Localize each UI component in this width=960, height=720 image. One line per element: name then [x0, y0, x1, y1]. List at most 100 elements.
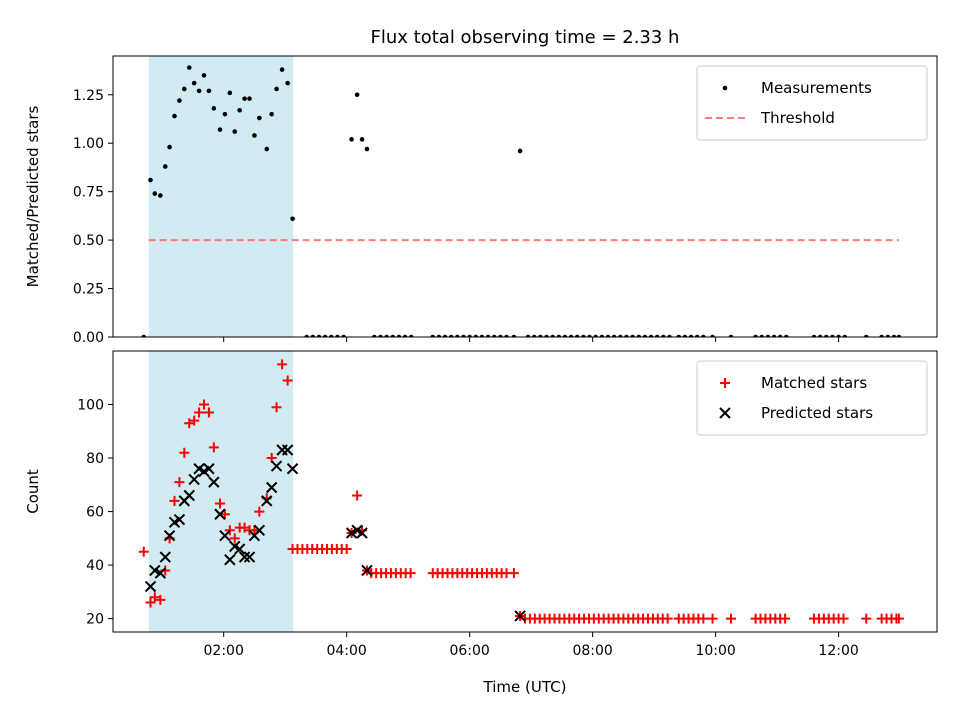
- data-point: [891, 334, 897, 337]
- y-tick-label: 0.00: [73, 330, 104, 346]
- data-point: [842, 334, 848, 337]
- data-point: [384, 334, 389, 337]
- data-point: [356, 527, 368, 539]
- data-point: [517, 148, 523, 154]
- legend-label: Threshold: [760, 109, 835, 127]
- data-point: [179, 447, 190, 458]
- data-point: [335, 334, 340, 337]
- data-point: [261, 495, 273, 507]
- legend-box: [696, 65, 928, 141]
- data-point: [238, 551, 251, 563]
- data-point: [836, 334, 841, 337]
- data-point: [282, 375, 293, 386]
- data-point: [784, 334, 789, 337]
- data-point: [728, 334, 734, 337]
- data-point: [587, 334, 592, 337]
- legend-label: Measurements: [761, 79, 872, 97]
- data-point: [408, 334, 414, 337]
- data-point: [817, 334, 823, 337]
- data-point: [224, 554, 236, 566]
- x-tick-label: 02:00: [204, 643, 244, 659]
- data-point: [279, 67, 285, 72]
- data-point: [322, 334, 328, 337]
- y-tick-label: 80: [86, 451, 104, 467]
- data-point: [149, 592, 160, 603]
- data-point: [661, 334, 666, 337]
- data-point: [467, 334, 472, 337]
- data-point: [219, 509, 230, 520]
- data-point: [378, 334, 383, 337]
- data-point: [780, 613, 791, 624]
- data-point: [676, 334, 682, 337]
- data-point: [141, 334, 147, 337]
- data-point: [345, 527, 358, 539]
- legend: Matched stars Predicted stars: [696, 360, 928, 436]
- data-point: [316, 334, 322, 337]
- chart-title: Flux total observing time = 2.33 h: [371, 27, 680, 48]
- data-point: [694, 334, 700, 337]
- data-point: [247, 96, 252, 101]
- data-point: [269, 111, 274, 117]
- data-point: [177, 98, 182, 103]
- data-point: [172, 113, 177, 119]
- data-point: [544, 334, 549, 337]
- data-point: [203, 407, 214, 418]
- data-point: [605, 334, 611, 337]
- data-point: [182, 86, 187, 92]
- data-point: [211, 106, 217, 111]
- data-point: [759, 334, 765, 337]
- data-point: [682, 334, 688, 337]
- data-point: [396, 334, 402, 337]
- data-point: [174, 477, 185, 488]
- x-tick-label: 08:00: [572, 643, 612, 659]
- data-point: [830, 334, 835, 337]
- data-point: [893, 613, 904, 624]
- data-point: [504, 334, 509, 337]
- data-point: [285, 80, 290, 86]
- data-point: [186, 65, 192, 70]
- data-point: [448, 334, 454, 337]
- data-point: [281, 444, 294, 456]
- highlight-span: [148, 56, 294, 337]
- series-measurements: [141, 65, 902, 337]
- data-point: [252, 133, 257, 138]
- data-point: [630, 334, 635, 337]
- data-point: [199, 399, 210, 410]
- data-point: [194, 407, 205, 418]
- data-point: [479, 334, 485, 337]
- data-point: [162, 164, 168, 169]
- data-point: [138, 546, 149, 557]
- data-point: [473, 334, 479, 337]
- data-point: [710, 334, 715, 337]
- data-point: [508, 568, 519, 579]
- data-point: [341, 334, 346, 337]
- legend-box: [696, 360, 928, 436]
- data-point: [701, 334, 706, 337]
- data-point: [885, 334, 891, 337]
- data-point: [144, 580, 157, 593]
- data-point: [581, 334, 586, 337]
- data-point: [688, 334, 694, 337]
- data-point: [662, 613, 673, 624]
- data-point: [232, 129, 238, 134]
- data-point: [390, 334, 396, 337]
- data-point: [163, 529, 176, 542]
- data-point: [648, 334, 654, 337]
- data-point: [707, 613, 718, 624]
- y-tick-label: 0.75: [73, 185, 104, 201]
- data-point: [642, 334, 648, 337]
- data-point: [155, 594, 166, 605]
- data-point: [191, 80, 197, 86]
- highlight-span: [148, 351, 294, 632]
- data-point: [189, 415, 200, 426]
- data-point: [237, 107, 242, 113]
- data-point: [824, 334, 829, 337]
- data-point: [286, 463, 299, 475]
- data-point: [264, 146, 270, 152]
- data-point: [461, 334, 466, 337]
- data-point: [568, 334, 574, 337]
- data-point: [214, 508, 226, 520]
- data-point: [436, 334, 442, 337]
- data-point: [222, 111, 228, 117]
